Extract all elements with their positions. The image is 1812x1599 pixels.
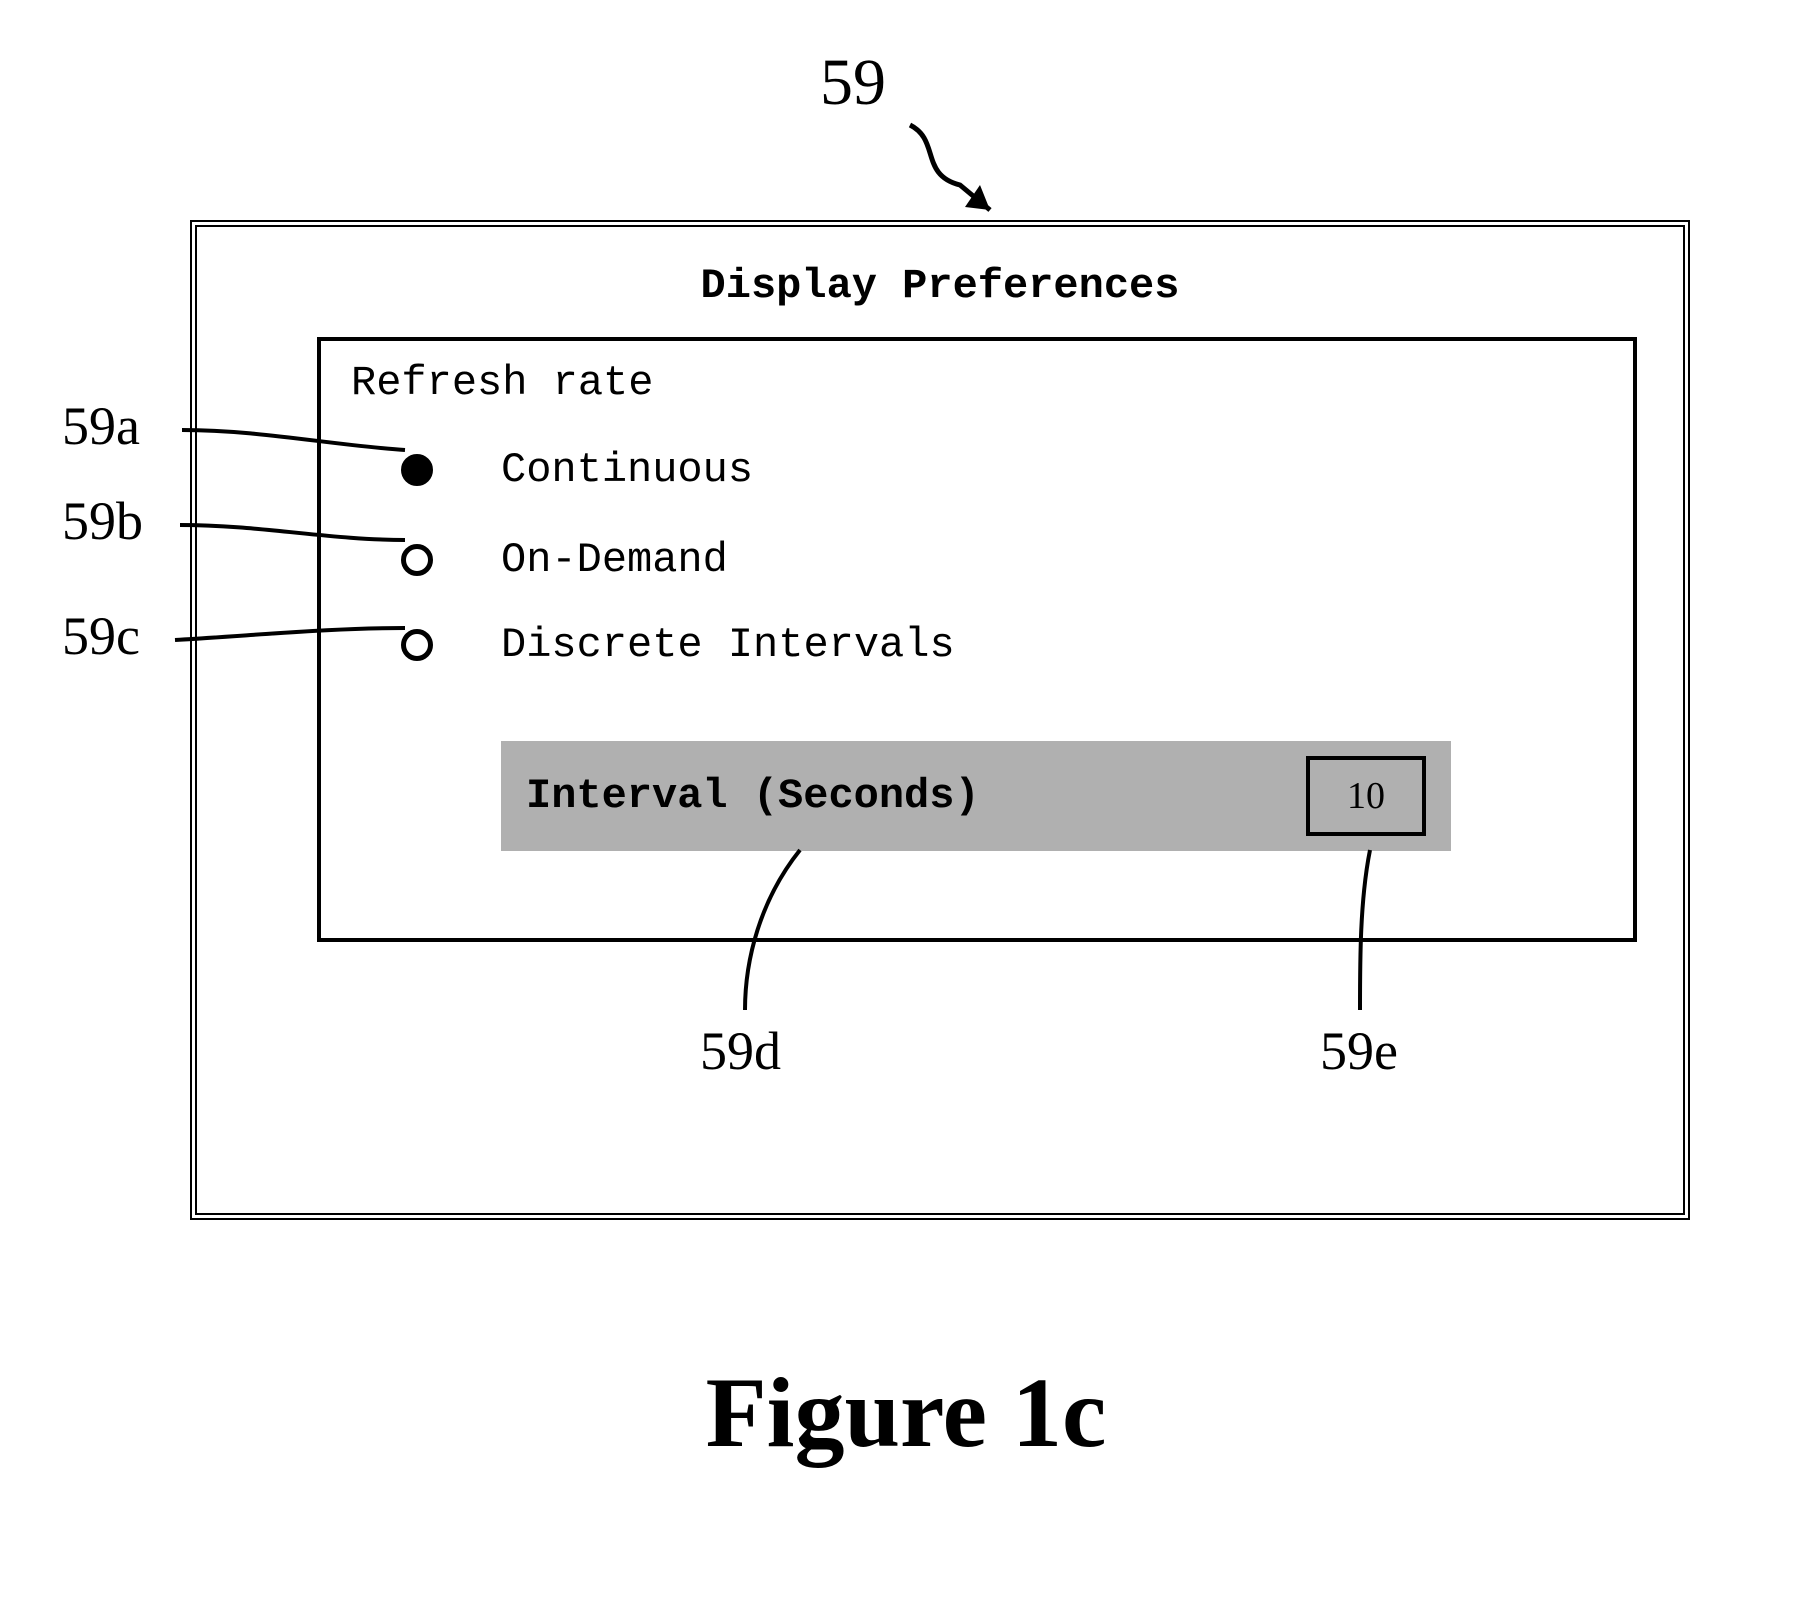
callout-label-59b: 59b	[62, 490, 143, 552]
callout-label-59d: 59d	[700, 1020, 781, 1082]
section-label-refresh-rate: Refresh rate	[351, 359, 653, 407]
radio-row-discrete-intervals[interactable]: Discrete Intervals	[401, 621, 955, 669]
callout-label-59e: 59e	[1320, 1020, 1398, 1082]
display-preferences-window: Display Preferences Refresh rate Continu…	[190, 220, 1690, 1220]
radio-label: On-Demand	[501, 536, 728, 584]
radio-icon	[401, 629, 433, 661]
interval-value-input[interactable]: 10	[1306, 756, 1426, 836]
figure-caption: Figure 1c	[0, 1355, 1812, 1470]
interval-bar: Interval (Seconds) 10	[501, 741, 1451, 851]
radio-icon	[401, 454, 433, 486]
radio-icon	[401, 544, 433, 576]
callout-label-59a: 59a	[62, 395, 140, 457]
radio-label: Discrete Intervals	[501, 621, 955, 669]
callout-label-59: 59	[820, 45, 886, 121]
radio-label: Continuous	[501, 446, 753, 494]
radio-row-on-demand[interactable]: On-Demand	[401, 536, 728, 584]
radio-row-continuous[interactable]: Continuous	[401, 446, 753, 494]
interval-label: Interval (Seconds)	[526, 772, 980, 820]
dialog-title: Display Preferences	[197, 262, 1683, 310]
refresh-rate-panel: Refresh rate Continuous On-Demand Discre…	[317, 337, 1637, 942]
callout-label-59c: 59c	[62, 605, 140, 667]
